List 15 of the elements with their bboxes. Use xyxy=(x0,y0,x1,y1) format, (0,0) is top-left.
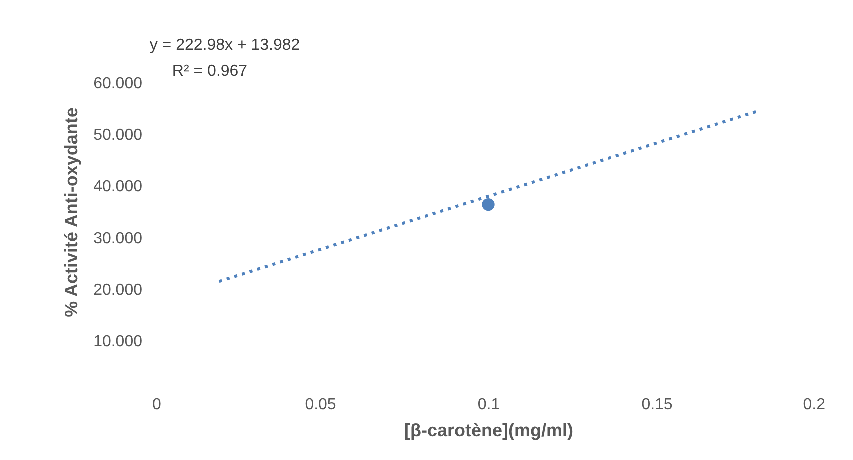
text: y = 222.98x + 13.982 xyxy=(150,37,300,54)
x-tick-label: 0.05 xyxy=(305,396,336,414)
x-axis-title: [β-carotène](mg/ml) xyxy=(404,420,574,440)
text: R² = 0.967 xyxy=(172,63,248,80)
y-axis-title: % Activité Anti-oxydante xyxy=(62,108,82,318)
y-tick-label: 20.000 xyxy=(94,282,143,299)
x-tick-label: 0.1 xyxy=(478,396,500,414)
y-tick-label: 50.000 xyxy=(94,127,143,144)
y-tick-label: 40.000 xyxy=(94,178,143,196)
y-tick-label: 30.000 xyxy=(94,230,143,248)
y-tick-label: 60.000 xyxy=(94,76,143,92)
y-tick-label: 10.000 xyxy=(94,334,143,350)
x-tick-label: 0.15 xyxy=(642,396,673,414)
x-tick-label: 0 xyxy=(152,396,162,414)
x-tick-label: 0.2 xyxy=(803,396,826,414)
